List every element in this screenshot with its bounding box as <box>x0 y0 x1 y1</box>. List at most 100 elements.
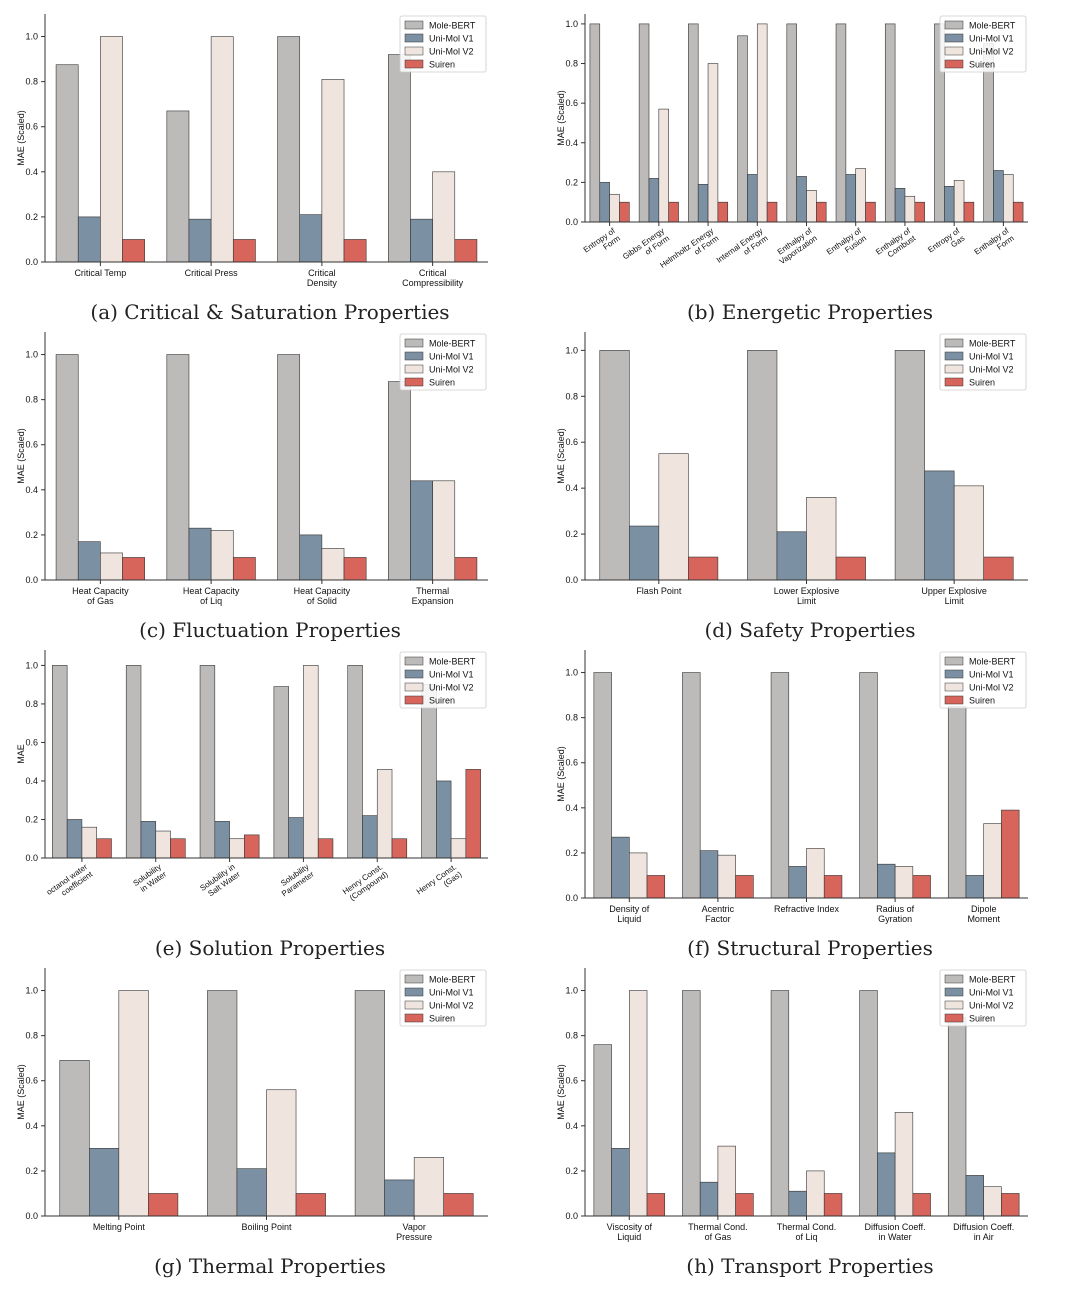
legend-box <box>939 651 1027 709</box>
x-tick-label: Radius of Gyration <box>876 904 915 924</box>
bar-mole-bert-1 <box>589 23 601 223</box>
bar-chart-a: 0.0 0.2 0.4 0.6 0.8 1.0 MAE (Scaled) Critical T… <box>16 14 488 288</box>
bar-mole-bert-2 <box>166 110 190 263</box>
bar-uni-mol-v1-1 <box>77 216 101 263</box>
legend-label-mole-bert: Mole-BERT <box>429 657 476 667</box>
bar-uni-mol-v2-3 <box>229 838 245 859</box>
legend: Mole-BERT Uni-Mol V1 Uni-Mol V2 Suiren <box>399 651 487 709</box>
bar-uni-mol-v2-1 <box>100 36 123 263</box>
y-tick-label: 0.6 <box>565 98 578 108</box>
caption-g: (g) Thermal Properties <box>154 1254 386 1278</box>
legend-label-uni-mol-v1: Uni-Mol V1 <box>429 352 474 362</box>
bar-uni-mol-v1-1 <box>599 182 610 223</box>
legend-label-mole-bert: Mole-BERT <box>969 657 1016 667</box>
bar-uni-mol-v1-2 <box>699 850 719 899</box>
x-tick-label: Diffusion Coeff. in Air <box>953 1222 1014 1242</box>
y-tick-label: 0.0 <box>565 1211 578 1221</box>
bar-uni-mol-v1-1 <box>611 1148 630 1217</box>
x-tick-label: Lower Explosive Limit <box>774 586 840 606</box>
legend-label-mole-bert: Mole-BERT <box>969 975 1016 985</box>
legend-label-uni-mol-v1: Uni-Mol V1 <box>969 670 1014 680</box>
y-tick-label: 0.0 <box>25 853 38 863</box>
bar-uni-mol-v1-2 <box>188 527 212 581</box>
legend-label-uni-mol-v2: Uni-Mol V2 <box>969 365 1014 375</box>
bar-suiren-4 <box>766 201 778 223</box>
bar-uni-mol-v1-4 <box>877 863 896 899</box>
y-tick-label: 1.0 <box>565 668 578 678</box>
legend-swatch-uni-mol-v1 <box>404 351 424 361</box>
bar-uni-mol-v2-3 <box>321 548 345 581</box>
bar-uni-mol-v2-4 <box>303 665 319 859</box>
legend-swatch-mole-bert <box>944 20 964 30</box>
bar-uni-mol-v1-3 <box>697 184 709 223</box>
y-tick-label: 1.0 <box>565 986 578 996</box>
bar-suiren-5 <box>1001 1193 1020 1217</box>
x-tick-label: Thermal Expansion <box>412 586 454 606</box>
legend: Mole-BERT Uni-Mol V1 Uni-Mol V2 Suiren <box>399 969 487 1027</box>
legend-label-uni-mol-v2: Uni-Mol V2 <box>969 1001 1014 1011</box>
y-tick-label: 0.6 <box>565 1076 578 1086</box>
bar-uni-mol-v1-3 <box>299 214 323 263</box>
bar-suiren-3 <box>823 1193 843 1217</box>
legend-box <box>399 651 487 709</box>
legend: Mole-BERT Uni-Mol V1 Uni-Mol V2 Suiren <box>399 15 487 73</box>
bar-mole-bert-4 <box>388 54 411 263</box>
y-axis-label: MAE <box>16 744 26 764</box>
legend-label-mole-bert: Mole-BERT <box>429 339 476 349</box>
legend: Mole-BERT Uni-Mol V1 Uni-Mol V2 Suiren <box>939 969 1027 1027</box>
bar-uni-mol-v2-1 <box>609 193 620 223</box>
legend-box <box>939 969 1027 1027</box>
y-tick-label: 0.4 <box>565 803 578 813</box>
x-tick-label: Melting Point <box>93 1222 146 1232</box>
legend-swatch-uni-mol-v1 <box>404 33 424 43</box>
x-tick-label: octanol watercoefficient <box>45 862 95 904</box>
legend-swatch-suiren <box>404 1013 424 1023</box>
y-tick-label: 0.2 <box>565 529 578 539</box>
bar-chart-c: 0.0 0.2 0.4 0.6 0.8 1.0 MAE (Scaled) Heat Capac… <box>16 332 488 606</box>
y-tick-label: 0.2 <box>565 848 578 858</box>
bar-uni-mol-v2-5 <box>983 1186 1002 1217</box>
bar-uni-mol-v2-5 <box>806 190 817 223</box>
x-tick-label: Critical Density <box>307 268 338 288</box>
legend-swatch-uni-mol-v2 <box>944 1000 964 1010</box>
x-tick-label: Flash Point <box>636 586 682 596</box>
legend-swatch-uni-mol-v1 <box>944 669 964 679</box>
legend-label-uni-mol-v1: Uni-Mol V1 <box>969 988 1014 998</box>
x-tick-label: Heat Capacity of Gas <box>72 586 129 606</box>
bar-mole-bert-1 <box>55 64 79 263</box>
x-tick-label: SolubilityParameter <box>275 862 316 898</box>
bar-uni-mol-v2-6 <box>855 168 866 223</box>
bar-uni-mol-v1-2 <box>188 218 212 263</box>
legend-swatch-uni-mol-v2 <box>404 1000 424 1010</box>
bar-chart-e: 0.0 0.2 0.4 0.6 0.8 1.0 MAE octanol watercoeffi… <box>16 650 488 904</box>
bar-suiren-1 <box>646 1193 666 1217</box>
legend-swatch-uni-mol-v2 <box>944 46 964 56</box>
legend-label-uni-mol-v2: Uni-Mol V2 <box>429 47 474 57</box>
bar-uni-mol-v1-9 <box>993 170 1004 223</box>
bar-uni-mol-v1-2 <box>140 821 157 859</box>
bar-mole-bert-6 <box>421 684 437 859</box>
bar-suiren-1 <box>96 838 112 859</box>
bar-uni-mol-v2-8 <box>953 180 965 223</box>
bar-mole-bert-1 <box>593 1044 612 1217</box>
bar-uni-mol-v1-4 <box>877 1152 896 1217</box>
bar-uni-mol-v1-3 <box>788 1190 807 1217</box>
y-tick-label: 0.4 <box>565 483 578 493</box>
y-tick-label: 0.2 <box>565 177 578 187</box>
bar-mole-bert-3 <box>770 672 790 899</box>
bar-uni-mol-v1-5 <box>965 1175 985 1217</box>
bar-chart-f: 0.0 0.2 0.4 0.6 0.8 1.0 MAE (Scaled) Density of… <box>556 650 1028 924</box>
legend-label-suiren: Suiren <box>969 696 995 706</box>
bar-uni-mol-v1-4 <box>410 218 433 263</box>
bar-mole-bert-2 <box>125 665 142 859</box>
x-tick-label: Density of Liquid <box>609 904 650 924</box>
x-tick-label: Helmholtz Energyof Form <box>658 226 720 277</box>
bar-uni-mol-v2-3 <box>707 63 719 223</box>
y-tick-label: 0.2 <box>25 814 38 824</box>
bar-chart-b: 0.0 0.2 0.4 0.6 0.8 1.0 MAE (Scaled) Entropy of… <box>556 14 1028 277</box>
bar-mole-bert-3 <box>770 990 790 1217</box>
caption-h: (h) Transport Properties <box>686 1254 934 1278</box>
y-tick-label: 1.0 <box>25 986 38 996</box>
bar-uni-mol-v1-4 <box>288 817 304 859</box>
bar-uni-mol-v2-3 <box>413 1157 444 1217</box>
